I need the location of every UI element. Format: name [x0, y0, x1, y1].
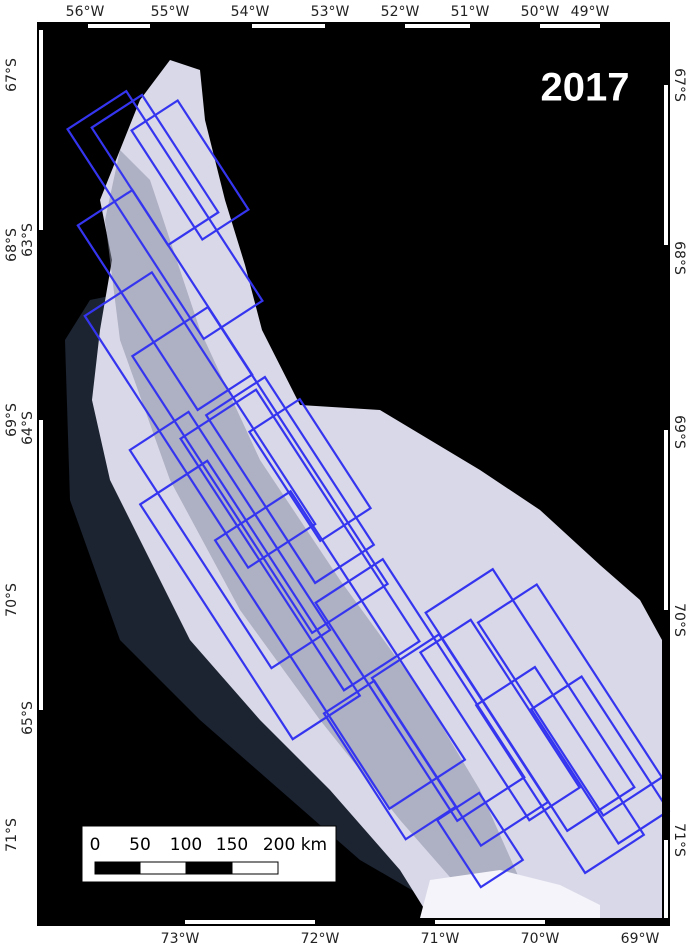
latitude-label: 69°S [671, 415, 687, 449]
latitude-label: 67°S [4, 58, 20, 92]
scale-label: 50 [129, 835, 151, 855]
scale-label: 100 [170, 835, 202, 855]
border-segment [405, 24, 470, 28]
latitude-label: 69°S [4, 403, 20, 437]
longitude-label: 73°W [161, 931, 200, 947]
scale-label: 150 [216, 835, 248, 855]
longitude-label: 71°W [421, 931, 460, 947]
scale-segment [95, 862, 141, 874]
border-segment [252, 24, 325, 28]
latitude-label: 71°S [671, 823, 687, 857]
scale-segment [186, 862, 232, 874]
scale-label: 200 km [263, 835, 327, 855]
longitude-label: 54°W [231, 4, 270, 20]
latitude-label: 65°S [20, 701, 36, 735]
latitude-label: 68°S [671, 241, 687, 275]
latitude-label: 70°S [671, 603, 687, 637]
longitude-label: 53°W [311, 4, 350, 20]
latitude-label: 71°S [4, 818, 20, 852]
border-band [45, 918, 662, 926]
latitude-label: 64°S [20, 411, 36, 445]
longitude-label: 49°W [571, 4, 610, 20]
border-segment [664, 85, 668, 245]
latitude-label: 70°S [4, 583, 20, 617]
year-label: 2017 [541, 66, 630, 110]
longitude-label: 56°W [66, 4, 105, 20]
map-figure: 2017 0 50 100 150 200 km 56°W 55°W 54°W 53°W 52°… [0, 0, 688, 949]
scale-label: 0 [90, 835, 101, 855]
longitude-label: 72°W [301, 931, 340, 947]
scale-segment [232, 862, 278, 874]
longitude-label: 52°W [381, 4, 420, 20]
latitude-label: 68°S [4, 228, 20, 262]
border-segment [664, 840, 668, 918]
border-segment [185, 920, 315, 924]
latitude-label: 63°S [20, 223, 36, 257]
latitude-label: 67°S [671, 68, 687, 102]
border-segment [435, 920, 545, 924]
longitude-label: 51°W [451, 4, 490, 20]
border-segment [88, 24, 150, 28]
border-segment [540, 24, 600, 28]
longitude-label: 69°W [621, 931, 660, 947]
scale-segment [140, 862, 186, 874]
border-segment [39, 30, 43, 230]
border-segment [664, 430, 668, 610]
longitude-label: 50°W [521, 4, 560, 20]
longitude-label: 70°W [521, 931, 560, 947]
longitude-label: 55°W [151, 4, 190, 20]
border-segment [39, 420, 43, 710]
